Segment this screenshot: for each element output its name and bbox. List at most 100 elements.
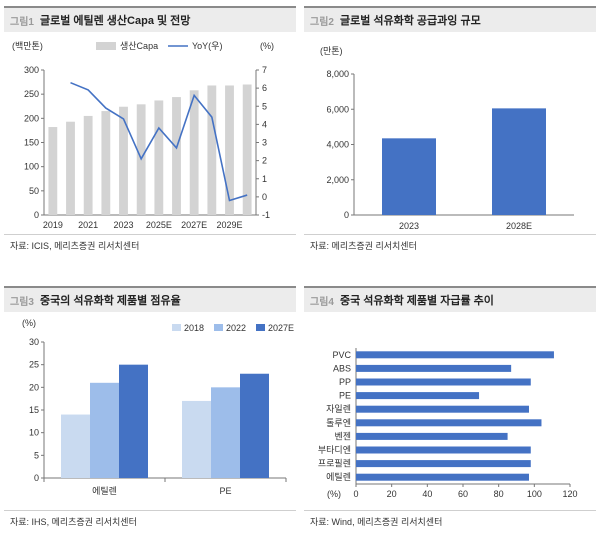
legend-label-yoy: YoY(우) <box>192 41 222 51</box>
figure-tag: 그림1 <box>10 16 34 28</box>
bar-share <box>211 387 240 478</box>
y-axis-tick-label: 자일렌 <box>326 404 351 414</box>
left-axis-tick-label: 0 <box>34 210 39 220</box>
legend-swatch <box>214 324 223 331</box>
chart-oversupply: (만톤) 0 2,000 4,000 6,000 8,000 2023 2028E <box>320 46 574 231</box>
right-axis-tick-label: 2 <box>262 156 267 166</box>
chart-china-share: (%) 2018 2022 2027E 0 5 10 15 20 25 30 에틸렌 PE <box>22 318 294 496</box>
bar-capa <box>101 111 111 215</box>
x-axis-tick-label: 120 <box>562 489 577 499</box>
bar-self-sufficiency <box>356 392 480 400</box>
right-axis-tick-label: 3 <box>262 138 267 148</box>
y-axis-tick-label: 0 <box>34 473 39 483</box>
left-axis-tick-label: 300 <box>24 65 39 75</box>
right-axis-tick-label: 0 <box>262 192 267 202</box>
bar-self-sufficiency <box>356 378 531 386</box>
x-axis-tick-label: 에틸렌 <box>92 486 117 496</box>
figure-tag: 그림2 <box>310 16 334 28</box>
bar-share <box>119 364 148 478</box>
x-axis-tick-label: 2029E <box>216 220 242 230</box>
figure-tag: 그림3 <box>10 296 34 308</box>
bar-self-sufficiency <box>356 364 512 372</box>
left-axis-tick-label: 150 <box>24 138 39 148</box>
panel-ethylene-capa: 그림1 글로벌 에틸렌 생산Capa 및 전망 (백만톤) (%) 생산Capa Yo… <box>4 6 296 256</box>
legend-label: 2018 <box>184 323 204 333</box>
x-axis-tick-label: 2021 <box>78 220 98 230</box>
left-axis-tick-label: 250 <box>24 89 39 99</box>
figure-title: 중국의 석유화학 제품별 점유율 <box>39 295 181 307</box>
y-axis-tick-label: 25 <box>29 360 39 370</box>
y-axis-tick-label: 벤젠 <box>334 431 351 441</box>
bar-capa <box>207 85 217 215</box>
bar-self-sufficiency <box>356 432 508 440</box>
bar-capa <box>83 115 93 215</box>
x-axis-tick-label: 20 <box>387 489 397 499</box>
y-axis-tick-label: 프로필렌 <box>318 458 351 469</box>
left-axis-tick-label: 100 <box>24 162 39 172</box>
source-note: 자료: ICIS, 메리츠증권 리서치센터 <box>10 241 140 251</box>
right-axis-tick-label: 5 <box>262 101 267 111</box>
bar-capa <box>172 97 181 215</box>
y-axis-tick-label: 5 <box>34 450 39 460</box>
x-axis-tick-label: 2028E <box>506 221 532 231</box>
panel-self-sufficiency: 그림4 중국 석유화학 제품별 자급률 추이 PVC ABS PP PE 자일렌 톨루엔 벤… <box>304 286 596 532</box>
panel-header: 그림1 글로벌 에틸렌 생산Capa 및 전망 <box>4 6 296 32</box>
source-note: 자료: IHS, 메리츠증권 리서치센터 <box>10 517 137 527</box>
legend-swatch-capa <box>96 42 116 50</box>
bar-oversupply <box>382 138 436 215</box>
x-axis-tick-label: 2023 <box>399 221 419 231</box>
x-axis-tick-label: 2025E <box>146 220 172 230</box>
y-axis-tick-label: 10 <box>29 428 39 438</box>
legend-swatch <box>256 324 265 331</box>
bar-oversupply <box>492 108 546 215</box>
x-axis-tick-label: 80 <box>494 489 504 499</box>
y-axis-tick-label: 6,000 <box>326 104 349 114</box>
legend-label: 2022 <box>226 323 246 333</box>
line-yoy <box>70 81 248 202</box>
bar-capa <box>189 90 199 215</box>
left-axis-unit: (백만톤) <box>12 41 43 51</box>
panel-header: 그림3 중국의 석유화학 제품별 점유율 <box>4 286 296 312</box>
x-axis-tick-label: PE <box>219 486 231 496</box>
bar-capa <box>48 127 58 215</box>
bar-capa <box>66 121 75 215</box>
y-axis-tick-label: 15 <box>29 405 39 415</box>
bar-capa <box>119 106 128 215</box>
bar-self-sufficiency <box>356 446 531 454</box>
bar-capa <box>242 84 252 215</box>
figure-title: 중국 석유화학 제품별 자급률 추이 <box>339 295 494 307</box>
y-axis-tick-label: 톨루엔 <box>326 418 351 428</box>
bar-share <box>182 400 211 478</box>
figure-tag: 그림4 <box>310 296 334 308</box>
bar-share <box>61 414 90 478</box>
y-axis-tick-label: PVC <box>332 350 351 360</box>
x-axis-tick-label: 2019 <box>43 220 63 230</box>
right-axis-tick-label: -1 <box>262 210 270 220</box>
right-axis-tick-label: 1 <box>262 174 267 184</box>
right-axis-tick-label: 6 <box>262 83 267 93</box>
right-axis-tick-label: 7 <box>262 65 267 75</box>
bar-capa <box>225 85 234 215</box>
figure-title: 글로벌 에틸렌 생산Capa 및 전망 <box>39 15 191 27</box>
source-note: 자료: Wind, 메리츠증권 리서치센터 <box>310 517 443 527</box>
x-axis-tick-label: 2023 <box>113 220 133 230</box>
x-axis-tick-label: 100 <box>527 489 542 499</box>
left-axis-tick-label: 50 <box>29 186 39 196</box>
x-axis-tick-label: 60 <box>458 489 468 499</box>
y-axis-tick-label: 8,000 <box>326 69 349 79</box>
x-axis-tick-label: 0 <box>353 489 358 499</box>
chart-ethylene-capa: (백만톤) (%)생산Capa YoY(우)050100150200250300-1… <box>12 41 274 230</box>
bar-self-sufficiency <box>356 351 554 359</box>
bar-self-sufficiency <box>356 419 542 427</box>
bar-self-sufficiency <box>356 405 529 413</box>
right-axis-unit: (%) <box>260 41 274 51</box>
y-axis-tick-label: PP <box>339 377 351 387</box>
bar-share <box>90 382 119 478</box>
panel-header: 그림2 글로벌 석유화학 공급과잉 규모 <box>304 6 596 32</box>
y-axis-tick-label: 2,000 <box>326 175 349 185</box>
y-axis-tick-label: 에틸렌 <box>326 472 351 482</box>
figure-title: 글로벌 석유화학 공급과잉 규모 <box>339 15 481 27</box>
y-axis-tick-label: 30 <box>29 337 39 347</box>
bar-self-sufficiency <box>356 473 529 481</box>
